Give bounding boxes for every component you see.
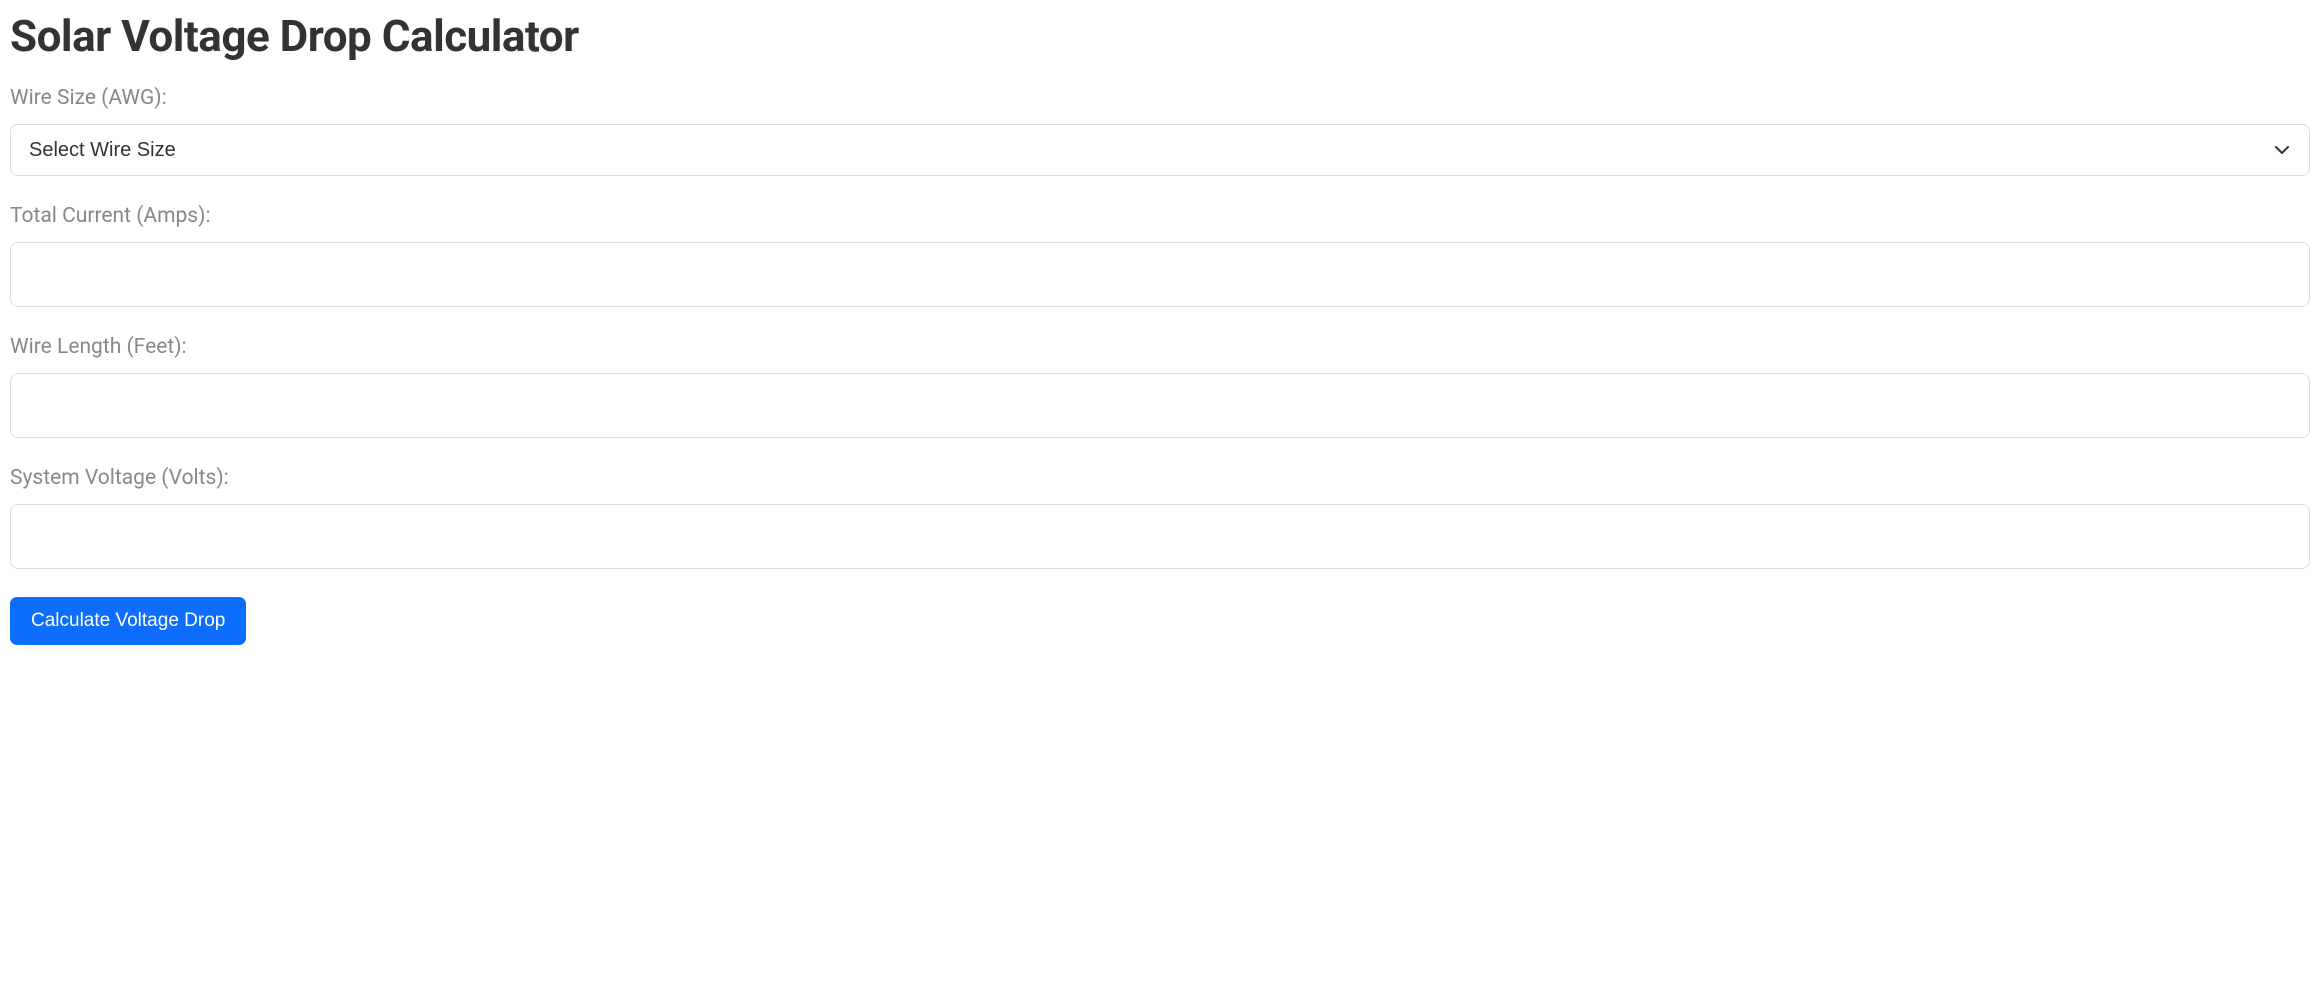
- system-voltage-group: System Voltage (Volts):: [10, 466, 2310, 569]
- wire-length-label: Wire Length (Feet):: [10, 335, 2310, 359]
- system-voltage-input[interactable]: [10, 504, 2310, 569]
- wire-size-select-wrapper: Select Wire Size: [10, 124, 2310, 176]
- wire-length-group: Wire Length (Feet):: [10, 335, 2310, 438]
- wire-size-label: Wire Size (AWG):: [10, 86, 2310, 110]
- wire-size-select[interactable]: Select Wire Size: [10, 124, 2310, 176]
- system-voltage-label: System Voltage (Volts):: [10, 466, 2310, 490]
- wire-size-group: Wire Size (AWG): Select Wire Size: [10, 86, 2310, 176]
- total-current-input[interactable]: [10, 242, 2310, 307]
- calculate-button[interactable]: Calculate Voltage Drop: [10, 597, 246, 645]
- calculator-container: Solar Voltage Drop Calculator Wire Size …: [10, 10, 2310, 645]
- wire-length-input[interactable]: [10, 373, 2310, 438]
- page-title: Solar Voltage Drop Calculator: [10, 10, 2310, 62]
- total-current-label: Total Current (Amps):: [10, 204, 2310, 228]
- total-current-group: Total Current (Amps):: [10, 204, 2310, 307]
